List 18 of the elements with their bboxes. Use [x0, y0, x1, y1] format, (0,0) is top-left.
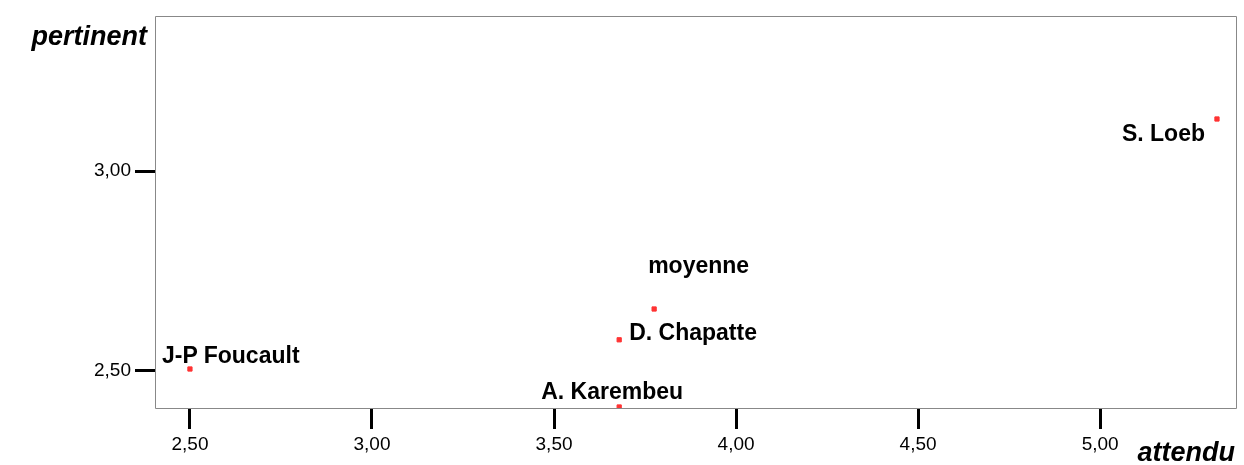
series-label: D. Chapatte — [629, 319, 757, 346]
series-label: J-P Foucault — [161, 342, 300, 369]
x-tick-label: 3,50 — [535, 432, 573, 454]
x-axis-title: attendu — [1137, 437, 1236, 465]
series-label: S. Loeb — [1121, 120, 1205, 147]
point — [1214, 116, 1220, 122]
x-tick-label: 4,50 — [899, 432, 937, 454]
x-tick-label: 5,00 — [1081, 432, 1119, 454]
point — [616, 337, 622, 343]
x-tick-label: 2,50 — [171, 432, 209, 454]
point — [187, 366, 193, 372]
x-tick-label: 4,00 — [717, 432, 755, 454]
point — [651, 306, 657, 312]
x-tick-label: 3,00 — [353, 432, 391, 454]
series-label: A. Karembeu — [541, 378, 684, 405]
series-label: moyenne — [648, 252, 750, 279]
point — [616, 404, 622, 409]
y-axis-title: pertinent — [30, 21, 148, 52]
